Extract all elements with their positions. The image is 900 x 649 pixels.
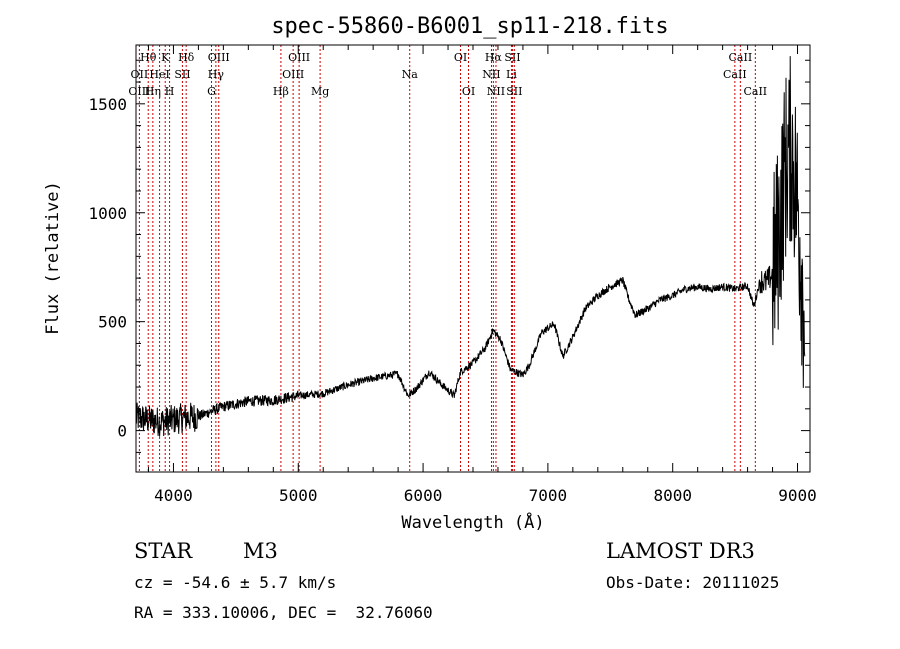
redshift-cz: cz = -54.6 ± 5.7 km/s [134,573,336,592]
emission-line-markers [138,45,756,472]
emission-line-label: HeI [149,68,169,81]
y-tick-label: 0 [117,422,127,441]
x-tick-label: 9000 [778,486,817,505]
plot-frame [135,44,811,473]
survey-name: LAMOST DR3 [606,539,755,563]
x-tick-label: 5000 [279,486,318,505]
emission-line-label: K [161,51,170,64]
x-axis-label: Wavelength (Å) [401,511,544,533]
emission-line-label: SII [504,51,520,64]
emission-line-label: Hβ [273,85,289,98]
y-tick-label: 1500 [88,95,127,114]
object-subclass: M3 [243,539,278,563]
emission-line-label: CaII [743,85,767,98]
object-class: STAR [134,539,193,563]
emission-line-label: OII [131,68,149,81]
emission-line-label: Hη [145,85,161,98]
emission-line-label: NII [482,68,500,81]
x-tick-label: 4000 [154,486,193,505]
chart-title: spec-55860-B6001_sp11-218.fits [271,14,668,39]
emission-line-label: H [165,85,175,98]
emission-line-label: G [207,85,216,98]
emission-line-label: SII [506,85,522,98]
emission-line-label: OI [454,51,467,64]
y-axis-ticks: 0 500 1000 1500 [88,59,810,453]
x-tick-label: 7000 [529,486,568,505]
spectrum-line [135,56,806,437]
emission-line-label: SII [174,68,190,81]
y-axis-label: Flux (relative) [43,181,63,335]
x-tick-label: 8000 [653,486,692,505]
y-tick-label: 1000 [88,204,127,223]
emission-line-label: OIII [208,51,230,64]
emission-line-label: Hθ [140,51,157,64]
emission-line-label: OI [462,85,475,98]
emission-line-label: CaII [729,51,753,64]
coordinates: RA = 333.10006, DEC = 32.76060 [134,603,433,622]
emission-line-label: Hδ [178,51,195,64]
emission-line-labels: Hθ OII OIII K HeI Hη Hδ SII H OIII Hγ G OIII OIII Hβ Mg… [128,51,767,98]
emission-line-label: Na [402,68,419,81]
emission-line-label: OIII [282,68,304,81]
emission-line-label: NII [487,85,505,98]
emission-line-label: OIII [128,85,150,98]
y-tick-label: 500 [98,313,127,332]
emission-line-label: Li [506,68,517,81]
emission-line-label: Hγ [208,68,225,81]
x-axis-ticks: 4000 5000 6000 7000 8000 9000 [147,45,817,505]
emission-line-label: OIII [288,51,310,64]
x-tick-label: 6000 [404,486,443,505]
observation-date: Obs-Date: 20111025 [606,573,779,592]
emission-line-label: CaII [723,68,747,81]
emission-line-label: Mg [311,85,329,98]
emission-line-label: Hα [485,51,503,64]
